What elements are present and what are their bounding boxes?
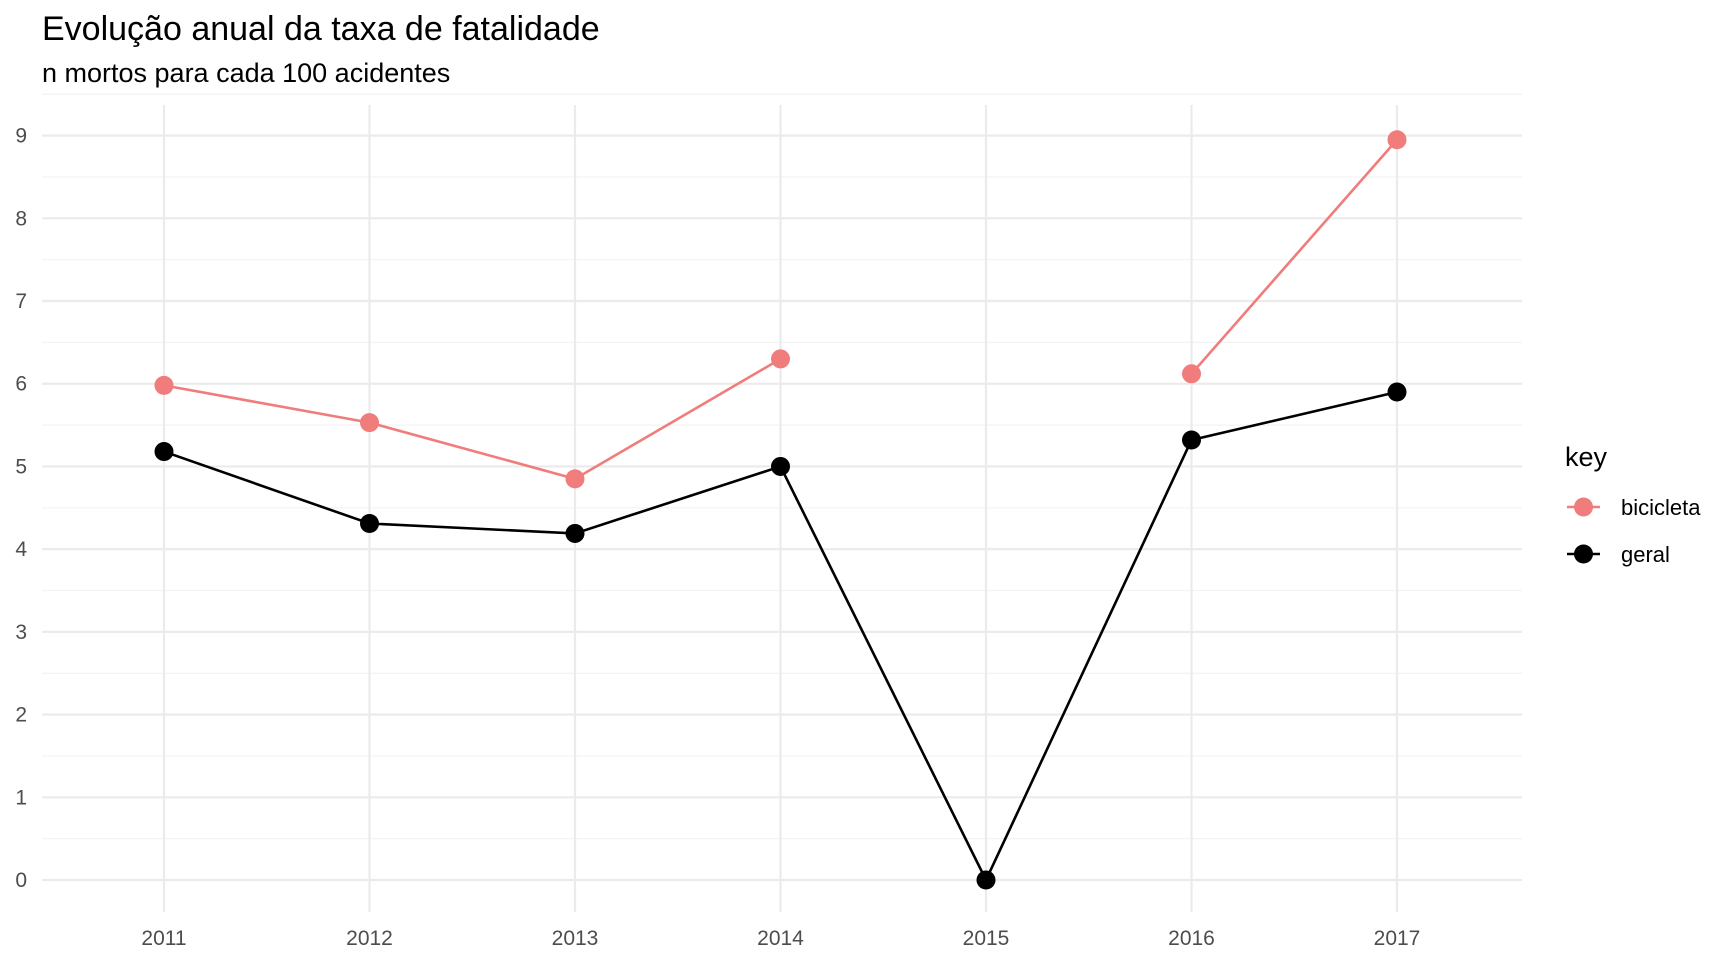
x-tick-label: 2013 (552, 927, 599, 950)
data-point-geral (771, 456, 790, 476)
y-axis: 0 1 2 3 4 5 6 7 8 9 (15, 125, 27, 892)
data-point-geral (565, 523, 585, 543)
x-axis: 2011 2012 2013 2014 2015 2016 2017 (141, 927, 1420, 950)
x-tick-label: 2014 (757, 927, 804, 950)
legend-key-point (1574, 497, 1593, 517)
series-geral (154, 382, 1407, 890)
y-tick-label: 2 (15, 704, 27, 727)
grid (42, 93, 1522, 912)
legend-label: geral (1621, 542, 1670, 567)
series-line-bicicleta (1190, 138, 1398, 375)
data-point-bicicleta (565, 469, 585, 489)
legend-item-bicicleta: bicicleta (1567, 495, 1701, 520)
data-point-geral (154, 442, 174, 462)
x-tick-label: 2015 (963, 927, 1010, 950)
y-tick-label: 1 (15, 786, 27, 809)
data-point-bicicleta (771, 349, 790, 369)
x-tick-label: 2011 (141, 927, 186, 950)
data-point-geral (976, 870, 996, 890)
y-tick-label: 8 (15, 207, 27, 230)
y-tick-label: 5 (15, 455, 27, 478)
y-tick-label: 4 (15, 538, 27, 561)
chart-title: Evolução anual da taxa de fatalidade (42, 10, 600, 48)
series-line-bicicleta (163, 357, 782, 481)
data-point-bicicleta (1387, 130, 1407, 150)
data-point-geral (360, 514, 379, 534)
series-bicicleta (154, 130, 1407, 489)
series-group (154, 130, 1407, 890)
data-point-bicicleta (360, 413, 379, 433)
data-point-bicicleta (1182, 364, 1201, 384)
legend-title: key (1565, 442, 1608, 472)
y-tick-label: 7 (15, 290, 27, 313)
data-point-bicicleta (154, 375, 174, 395)
x-tick-label: 2016 (1168, 927, 1215, 950)
data-point-geral (1387, 382, 1407, 402)
y-tick-label: 6 (15, 373, 27, 396)
y-tick-label: 3 (15, 621, 27, 644)
legend-key-point (1574, 544, 1593, 564)
y-tick-label: 9 (15, 125, 27, 148)
legend: key bicicleta geral (1565, 442, 1701, 567)
data-point-geral (1182, 430, 1201, 450)
legend-label: bicicleta (1621, 495, 1701, 520)
x-tick-label: 2012 (346, 927, 393, 950)
y-tick-label: 0 (15, 869, 27, 892)
legend-item-geral: geral (1567, 542, 1670, 567)
x-tick-label: 2017 (1374, 927, 1421, 950)
chart-subtitle: n mortos para cada 100 acidentes (42, 58, 450, 88)
